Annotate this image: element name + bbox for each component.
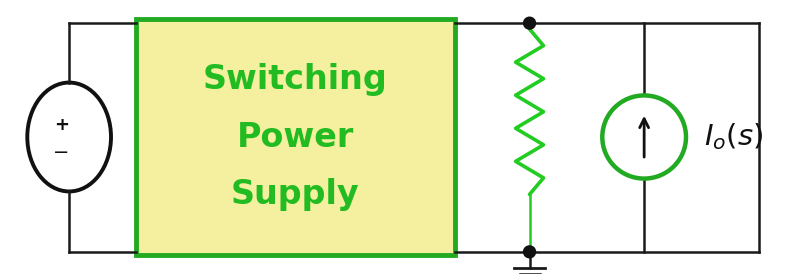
Text: Power: Power [237, 120, 354, 153]
Text: Switching: Switching [203, 63, 388, 96]
Text: $I_o(s)$: $I_o(s)$ [704, 122, 763, 152]
Circle shape [523, 17, 535, 29]
FancyBboxPatch shape [136, 19, 455, 255]
Circle shape [602, 95, 686, 178]
Circle shape [523, 246, 535, 258]
Text: Supply: Supply [231, 178, 360, 211]
Text: +: + [54, 116, 69, 134]
Ellipse shape [27, 82, 111, 191]
Text: −: − [53, 143, 70, 162]
